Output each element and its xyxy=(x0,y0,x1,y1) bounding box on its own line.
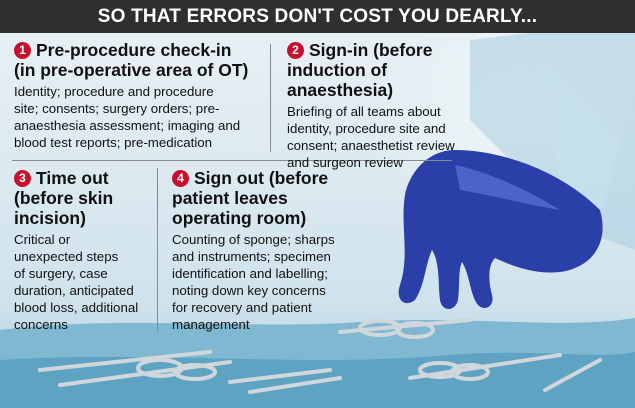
divider-vertical-bottom xyxy=(157,168,158,333)
step-4-title: 4 Sign out (before patient leaves operati… xyxy=(172,168,329,228)
surgical-instruments xyxy=(38,318,602,394)
step-number-badge: 2 xyxy=(287,42,304,59)
step-4-description: Counting of sponge; sharps and instrumen… xyxy=(172,232,335,332)
step-2-title: 2 Sign-in (before induction of anaesthesi… xyxy=(287,40,433,100)
step-number-badge: 1 xyxy=(14,42,31,59)
step-number-badge: 4 xyxy=(172,170,189,187)
page-title: SO THAT ERRORS DON'T COST YOU DEARLY... xyxy=(0,0,635,33)
divider-horizontal xyxy=(12,160,452,161)
step-1-description: Identity; procedure and procedure site; … xyxy=(14,84,241,150)
glove-highlight xyxy=(455,165,560,210)
step-3-title: 3 Time out (before skin incision) xyxy=(14,168,114,228)
step-3-description: Critical or unexpected steps of surgery,… xyxy=(14,232,139,332)
step-2-description: Briefing of all teams about identity, pr… xyxy=(287,104,455,170)
step-1: 1 Pre-procedure check-in (in pre-operativ… xyxy=(14,40,264,151)
step-1-title: 1 Pre-procedure check-in (in pre-operativ… xyxy=(14,40,249,80)
divider-vertical-top xyxy=(270,44,271,152)
step-number-badge: 3 xyxy=(14,170,31,187)
step-2: 2 Sign-in (before induction of anaesthesi… xyxy=(287,40,497,171)
step-4: 4 Sign out (before patient leaves operati… xyxy=(172,168,372,333)
surgical-glove xyxy=(398,150,603,309)
step-3: 3 Time out (before skin incision) Critica… xyxy=(14,168,154,333)
